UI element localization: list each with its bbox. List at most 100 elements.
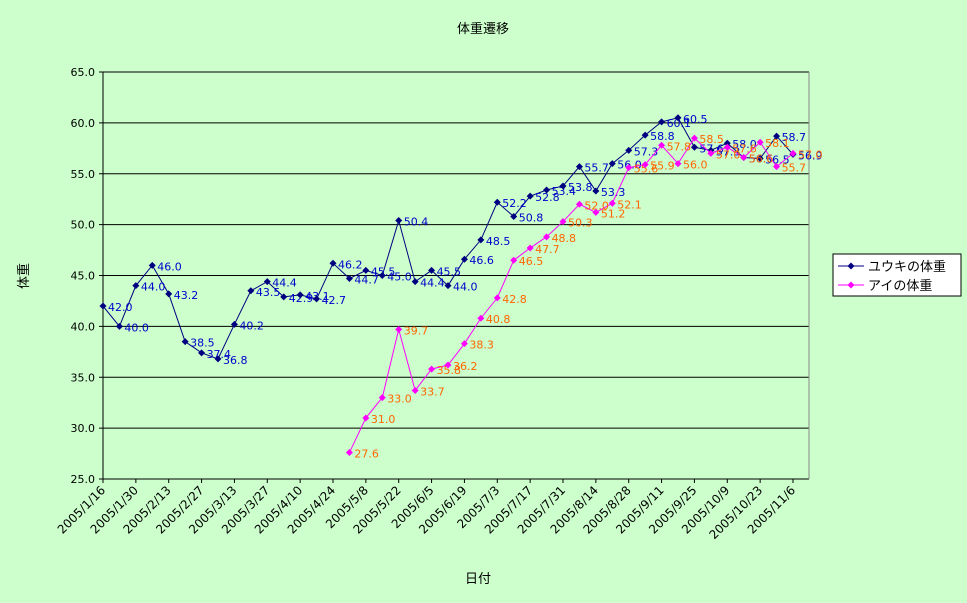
data-point	[493, 294, 501, 302]
data-label: 58.5	[699, 133, 724, 146]
data-point	[477, 314, 485, 322]
data-point	[247, 287, 255, 295]
data-point	[608, 160, 616, 168]
data-point	[526, 244, 534, 252]
data-label: 57.3	[716, 145, 741, 158]
y-tick-label: 45.0	[71, 270, 96, 283]
data-label: 52.1	[617, 198, 642, 211]
data-point	[641, 161, 649, 169]
data-label: 33.0	[387, 393, 412, 406]
data-label: 52.0	[584, 199, 609, 212]
y-tick-label: 50.0	[71, 219, 96, 232]
data-point	[773, 163, 781, 171]
data-label: 50.3	[568, 217, 593, 230]
data-point	[773, 132, 781, 140]
data-label: 57.0	[716, 148, 741, 161]
data-point	[690, 134, 698, 142]
series-line	[102, 117, 794, 360]
data-point	[625, 146, 633, 154]
data-point	[510, 212, 518, 220]
data-point	[559, 218, 567, 226]
y-tick-label: 35.0	[71, 371, 96, 384]
data-label: 39.7	[404, 324, 429, 337]
data-point	[329, 259, 337, 267]
data-point	[198, 349, 206, 357]
data-point	[477, 236, 485, 244]
data-label: 40.0	[124, 321, 149, 334]
data-point	[280, 293, 288, 301]
data-label: 44.4	[420, 277, 445, 290]
data-point	[444, 282, 452, 290]
data-label: 57.0	[798, 148, 823, 161]
data-label: 52.8	[535, 191, 560, 204]
data-label: 56.0	[683, 159, 708, 172]
data-label: 42.7	[322, 294, 347, 307]
data-label: 45.0	[387, 271, 412, 284]
data-point	[674, 114, 682, 122]
data-point	[625, 164, 633, 172]
data-point	[723, 139, 731, 147]
data-point	[345, 449, 353, 457]
data-point	[543, 186, 551, 194]
data-point	[723, 143, 731, 151]
data-label: 47.7	[535, 243, 560, 256]
data-label: 27.6	[354, 448, 379, 461]
data-point	[608, 199, 616, 207]
data-point	[658, 118, 666, 126]
legend-label: アイの体重	[868, 278, 932, 294]
data-label: 40.2	[239, 319, 264, 332]
data-label: 52.2	[502, 197, 527, 210]
y-tick-label: 65.0	[71, 66, 96, 79]
data-point	[165, 290, 173, 298]
data-point	[690, 143, 698, 151]
data-point	[543, 233, 551, 241]
legend-box	[832, 253, 962, 297]
data-label: 50.8	[519, 211, 544, 224]
y-tick-label: 40.0	[71, 320, 96, 333]
y-tick-label: 55.0	[71, 168, 96, 181]
data-point	[378, 272, 386, 279]
data-point	[460, 340, 468, 348]
data-label: 38.5	[190, 337, 215, 350]
data-label: 36.8	[223, 354, 248, 367]
data-point	[428, 365, 436, 373]
data-label: 55.6	[634, 163, 659, 176]
data-label: 42.8	[502, 293, 527, 306]
y-tick-label: 30.0	[71, 422, 96, 435]
data-point	[526, 192, 534, 200]
data-label: 31.0	[371, 413, 396, 426]
data-label: 43.2	[174, 289, 199, 302]
data-label: 44.7	[354, 274, 379, 287]
data-label: 57.8	[667, 140, 692, 153]
data-point	[263, 278, 271, 286]
data-label: 44.4	[272, 277, 297, 290]
data-point	[444, 361, 452, 369]
data-label: 46.2	[338, 258, 363, 271]
data-label: 53.3	[601, 186, 626, 199]
data-label: 55.7	[584, 162, 609, 175]
data-label: 46.5	[519, 255, 544, 268]
data-point	[148, 261, 156, 269]
data-label: 58.7	[782, 131, 807, 144]
y-tick-label: 60.0	[71, 117, 96, 130]
data-label: 57.6	[732, 142, 757, 155]
data-point	[789, 149, 797, 157]
data-label: 44.0	[141, 281, 166, 294]
data-point	[493, 198, 501, 206]
data-label: 42.0	[108, 301, 133, 314]
data-point	[460, 255, 468, 263]
data-point	[428, 266, 436, 274]
data-label: 48.8	[552, 232, 577, 245]
data-label: 56.5	[765, 153, 790, 166]
data-label: 44.0	[453, 281, 478, 294]
data-label: 51.2	[601, 207, 626, 220]
data-point	[575, 200, 583, 208]
data-label: 60.1	[667, 117, 692, 130]
data-label: 56.6	[749, 152, 774, 165]
data-label: 55.9	[650, 160, 675, 173]
data-label: 35.8	[437, 364, 462, 377]
data-label: 55.7	[782, 162, 807, 175]
data-point	[592, 187, 600, 195]
data-point	[510, 256, 518, 264]
